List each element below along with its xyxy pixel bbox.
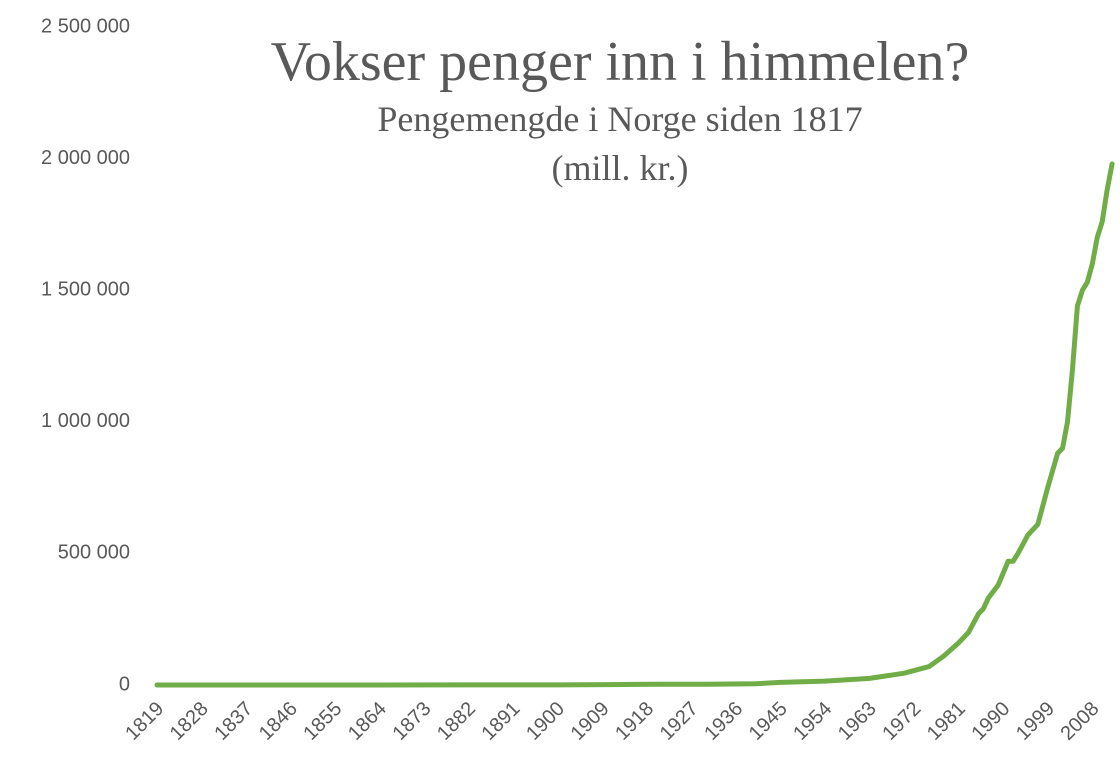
x-tick-label: 2008: [1057, 698, 1104, 745]
x-tick-label: 1873: [388, 698, 435, 745]
y-tick-label: 2 500 000: [41, 15, 130, 37]
y-tick-label: 1 000 000: [41, 410, 130, 432]
x-tick-label: 1927: [656, 698, 703, 745]
y-tick-label: 0: [119, 673, 130, 695]
chart-subtitle: Pengemengde i Norge siden 1817: [377, 99, 862, 139]
x-tick-label: 1882: [433, 698, 480, 745]
data-line: [154, 161, 1115, 688]
y-tick-label: 1 500 000: [41, 278, 130, 300]
y-tick-label: 2 000 000: [41, 147, 130, 169]
x-tick-label: 1981: [923, 698, 970, 745]
x-tick-label: 1945: [745, 698, 792, 745]
chart-title: Vokser penger inn i himmelen?: [271, 31, 970, 93]
x-tick-label: 1999: [1012, 698, 1059, 745]
x-tick-label: 1819: [121, 698, 168, 745]
x-tick-label: 1864: [344, 698, 391, 745]
x-tick-label: 1972: [878, 698, 925, 745]
x-tick-label: 1837: [210, 698, 257, 745]
x-tick-label: 1936: [700, 698, 747, 745]
x-tick-label: 1846: [255, 698, 302, 745]
x-tick-label: 1963: [834, 698, 881, 745]
x-tick-label: 1891: [478, 698, 525, 745]
chart-subtitle: (mill. kr.): [552, 148, 689, 188]
x-tick-label: 1855: [299, 698, 346, 745]
x-tick-label: 1954: [789, 698, 836, 745]
x-tick-label: 1918: [611, 698, 658, 745]
x-tick-label: 1990: [967, 698, 1014, 745]
x-tick-label: 1900: [522, 698, 569, 745]
y-tick-label: 500 000: [58, 542, 130, 564]
x-tick-label: 1909: [567, 698, 614, 745]
x-tick-label: 1828: [166, 698, 213, 745]
